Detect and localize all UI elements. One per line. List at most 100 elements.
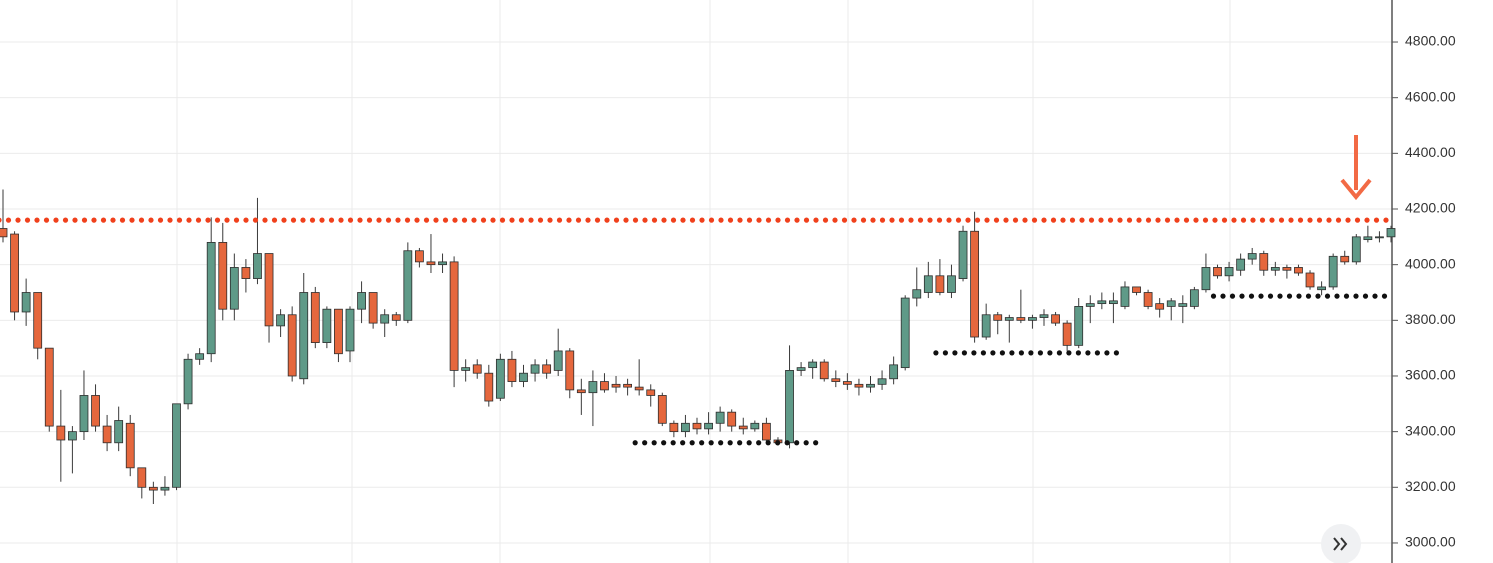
candle-body [68, 431, 77, 441]
level-dot [290, 217, 297, 223]
y-tick-label: 4000.00 [1405, 255, 1456, 271]
candle-body [785, 370, 794, 444]
candle-body [33, 292, 43, 349]
candle-body [935, 275, 945, 293]
level-dot [566, 217, 572, 223]
level-dot [1210, 293, 1217, 299]
level-dot [376, 217, 382, 223]
level-dot [1136, 217, 1142, 223]
level-dot [632, 217, 639, 223]
level-dot [604, 217, 610, 223]
level-dot [480, 217, 487, 223]
candle-body [102, 425, 112, 444]
level-dot [1240, 217, 1247, 223]
level-dot [737, 217, 743, 223]
candle-body [692, 422, 702, 430]
level-dot [395, 217, 401, 223]
candle-body [1051, 314, 1060, 324]
candle-body [819, 361, 829, 380]
level-dot [908, 217, 914, 223]
candle-body [1213, 267, 1222, 277]
level-dot [53, 217, 59, 223]
candle-body [10, 233, 19, 313]
level-dot [933, 350, 939, 356]
level-dot [756, 217, 762, 223]
level-dot [214, 217, 221, 223]
level-dot [471, 217, 477, 223]
candle-body [877, 378, 887, 385]
level-dot [841, 217, 848, 223]
level-dot [813, 440, 819, 446]
candle-body [842, 381, 852, 385]
candle-body [1201, 267, 1211, 291]
level-dot [1028, 350, 1034, 356]
level-dot [1031, 217, 1038, 223]
candle-body [276, 314, 286, 327]
level-dot [718, 440, 724, 446]
level-dot [433, 217, 439, 223]
level-dot [756, 440, 762, 446]
level-dot [651, 217, 658, 223]
level-dot [442, 217, 449, 223]
y-tick-label: 4600.00 [1405, 88, 1456, 104]
level-dot [281, 217, 287, 223]
level-dot [651, 440, 657, 446]
level-dot [1381, 293, 1388, 299]
scroll-button[interactable] [1321, 524, 1361, 563]
candle-body [1085, 303, 1095, 307]
level-dot [1343, 293, 1350, 299]
level-dot [980, 350, 987, 356]
level-dot [1229, 293, 1236, 299]
candle-body [634, 386, 644, 391]
y-tick-label: 3600.00 [1405, 367, 1456, 383]
level-dot [1202, 217, 1209, 223]
candle-body [44, 347, 54, 427]
y-tick-label: 3000.00 [1405, 534, 1456, 550]
level-dot [1012, 217, 1019, 223]
y-tick-label: 3800.00 [1405, 311, 1456, 327]
level-dot [670, 440, 676, 446]
candle-body [172, 403, 181, 488]
candle-body [600, 381, 609, 391]
candle-body [1386, 228, 1396, 238]
level-dot [765, 217, 772, 223]
level-dot [680, 217, 686, 223]
level-dot [328, 217, 335, 223]
level-dot [727, 217, 734, 223]
candle-body [241, 267, 251, 279]
candle-body [553, 350, 563, 371]
level-dot [746, 440, 752, 446]
y-tick-label: 4800.00 [1405, 33, 1456, 49]
level-dot [1220, 293, 1226, 299]
candle-body [588, 381, 598, 394]
level-dot [708, 440, 714, 446]
level-dot [72, 217, 78, 223]
level-dot [1066, 350, 1072, 356]
candle-body [21, 292, 31, 313]
level-dot [461, 217, 468, 223]
level-dot [1305, 293, 1312, 299]
candle-body [681, 422, 690, 433]
candle-body [391, 314, 401, 321]
candle-body [1224, 267, 1234, 277]
level-dot [157, 217, 164, 223]
level-dot [898, 217, 905, 223]
candle-body [357, 292, 366, 310]
candle-body [426, 261, 436, 266]
level-dot [594, 217, 601, 223]
level-dot [385, 217, 392, 223]
candle-body [1305, 272, 1315, 288]
level-dot [1164, 217, 1171, 223]
level-dot [509, 217, 515, 223]
candle-body [831, 378, 841, 382]
level-dot [860, 217, 867, 223]
level-dot [262, 217, 268, 223]
level-dot [100, 217, 107, 223]
scroll-button-icon[interactable] [1333, 537, 1348, 551]
level-dot [1193, 217, 1199, 223]
candle-body [1062, 322, 1072, 346]
level-dot [1250, 217, 1256, 223]
candle-body [1340, 255, 1350, 263]
level-dot [952, 350, 958, 356]
scroll-button-bg[interactable] [1321, 524, 1361, 563]
